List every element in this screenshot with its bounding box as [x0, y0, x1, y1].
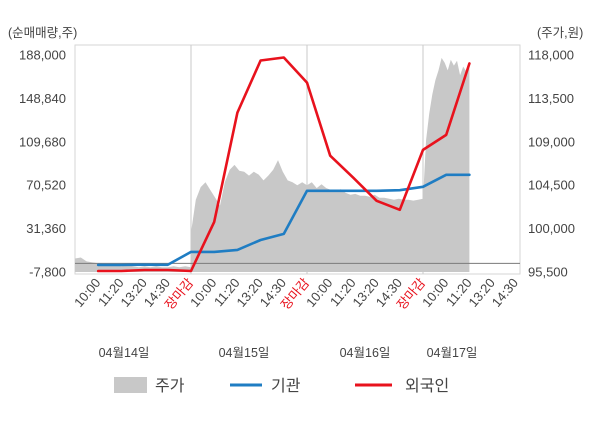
legend-item-price: 주가 — [114, 377, 185, 395]
right-axis-tick: 109,000 — [528, 134, 575, 149]
legend: 주가 기관 외국인 — [114, 377, 449, 395]
legend-swatch-price — [114, 377, 147, 393]
right-axis-tick: 100,000 — [528, 221, 575, 236]
plot-area — [74, 44, 521, 275]
right-axis-tick: 113,500 — [528, 91, 574, 106]
right-axis-title: (주가,원) — [537, 26, 583, 40]
date-label: 04월17일 — [427, 346, 478, 360]
price-area — [75, 57, 470, 273]
date-label: 04월14일 — [99, 346, 150, 360]
left-axis-tick: 109,680 — [19, 134, 66, 149]
left-axis-tick: 70,520 — [26, 178, 66, 193]
right-axis-tick: 104,500 — [528, 178, 575, 193]
x-axis-tick: 10:00 — [71, 275, 103, 310]
date-label: 04월15일 — [219, 346, 270, 360]
left-axis-tick: 31,360 — [26, 221, 66, 236]
x-axis-tick: 10:00 — [419, 275, 451, 310]
right-axis-tick: 95,500 — [528, 265, 568, 280]
legend-item-foreign: 외국인 — [355, 377, 449, 395]
foreign-line — [96, 56, 471, 273]
legend-label-institution: 기관 — [271, 377, 301, 395]
left-axis-tick: -7,800 — [29, 265, 66, 280]
x-axis-tick: 10:00 — [303, 275, 335, 310]
legend-label-foreign: 외국인 — [405, 377, 449, 395]
left-axis-tick: 148,840 — [19, 91, 66, 106]
legend-label-price: 주가 — [155, 377, 185, 395]
x-axis-tick: 10:00 — [187, 275, 219, 310]
date-label: 04월16일 — [340, 346, 391, 360]
x-axis-tick: 14:30 — [489, 275, 521, 310]
right-axis-tick: 118,000 — [528, 48, 574, 63]
left-axis-title: (순매매량,주) — [8, 26, 77, 40]
left-axis-tick: 188,000 — [19, 48, 66, 63]
legend-item-institution: 기관 — [230, 377, 301, 395]
